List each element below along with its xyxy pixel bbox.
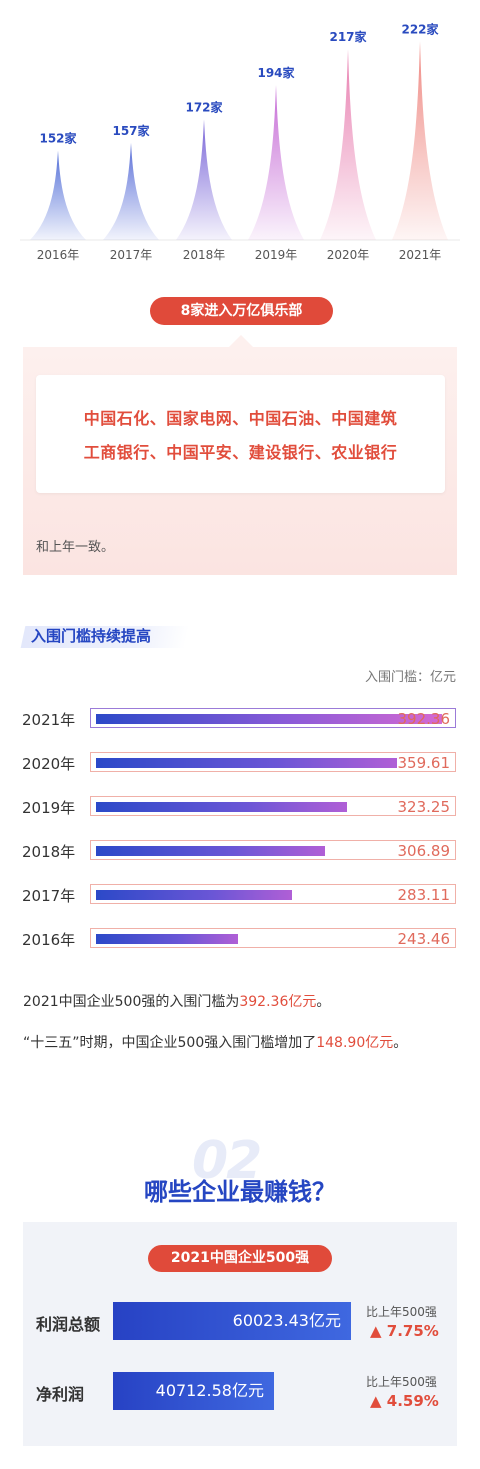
threshold-year-label: 2020年: [22, 755, 76, 773]
threshold-bar: [96, 934, 238, 944]
spike-year-label: 2017年: [110, 248, 153, 262]
threshold-bar-frame: 323.25: [90, 796, 456, 816]
section-number: 02: [192, 1131, 262, 1191]
threshold-bar: [96, 890, 292, 900]
threshold-section-title: 入围门槛持续提高: [20, 622, 190, 648]
club-note: 和上年一致。: [36, 540, 115, 555]
spike-4: [320, 49, 376, 241]
threshold-value-label: 359.61: [397, 754, 451, 772]
threshold-value-label: 323.25: [397, 798, 451, 816]
company-count-spike-chart: 152家 2016年 157家 2017年 172家 2018年 194家 2019年 217家…: [20, 21, 460, 262]
threshold-bar-frame: 306.89: [90, 840, 456, 860]
threshold-bar: [96, 714, 442, 724]
threshold-bar-frame: 359.61: [90, 752, 456, 772]
profit-category-label: 利润总额: [36, 1315, 101, 1334]
threshold-value-label: 283.11: [397, 886, 451, 904]
spike-3: [248, 85, 304, 240]
profit-value-label: 40712.58亿元: [155, 1381, 264, 1400]
threshold-summary-2: “十三五”时期，中国企业500强入围门槛增加了148.90亿元。: [23, 1035, 408, 1051]
profit-value-label: 60023.43亿元: [232, 1311, 341, 1330]
spike-year-label: 2021年: [399, 248, 442, 262]
trillion-club-card: 中国石化、国家电网、中国石油、中国建筑 工商银行、中国平安、建设银行、农业银行: [36, 375, 445, 493]
spike-value-label: 222家: [401, 21, 439, 36]
profit-bar: 60023.43亿元: [113, 1302, 351, 1340]
threshold-bar-frame: 283.11: [90, 884, 456, 904]
spike-year-label: 2019年: [255, 248, 298, 262]
threshold-row: 2017年 283.11: [22, 884, 458, 906]
spike-5: [392, 41, 448, 241]
threshold-summary-1: 2021中国企业500强的入围门槛为392.36亿元。: [23, 994, 331, 1010]
threshold-year-label: 2021年: [22, 711, 76, 729]
profit-change-label: ▲ 7.75%: [370, 1322, 439, 1340]
spike-year-label: 2020年: [327, 248, 370, 262]
spike-value-label: 152家: [39, 131, 77, 146]
spike-0: [30, 150, 86, 240]
club-pointer: [229, 335, 253, 347]
spike-value-label: 172家: [185, 99, 223, 114]
profit-category-label: 净利润: [36, 1385, 85, 1404]
section-question-title: 哪些企业最赚钱？: [144, 1178, 336, 1206]
threshold-title-text: 入围门槛持续提高: [31, 627, 152, 645]
threshold-year-label: 2018年: [22, 843, 76, 861]
threshold-row: 2021年 392.36: [22, 708, 458, 730]
threshold-bar: [96, 802, 347, 812]
profit-comparison-label: 比上年500强: [366, 1375, 437, 1389]
profit-badge: 2021中国企业500强: [148, 1245, 332, 1272]
profit-bar: 40712.58亿元: [113, 1372, 274, 1410]
threshold-row: 2018年 306.89: [22, 840, 458, 862]
threshold-value-label: 243.46: [397, 930, 451, 948]
threshold-year-label: 2016年: [22, 931, 76, 949]
threshold-bar-frame: 392.36: [90, 708, 456, 728]
spike-year-label: 2018年: [183, 248, 226, 262]
threshold-bar: [96, 758, 397, 768]
spike-value-label: 194家: [257, 65, 295, 80]
trillion-club-badge: 8家进入万亿俱乐部: [150, 297, 333, 325]
spike-2: [176, 119, 232, 240]
spike-value-label: 157家: [112, 123, 150, 138]
profit-change-label: ▲ 4.59%: [370, 1392, 439, 1410]
spike-year-label: 2016年: [37, 248, 80, 262]
threshold-row: 2016年 243.46: [22, 928, 458, 950]
club-members-line-2: 工商银行、中国平安、建设银行、农业银行: [83, 443, 398, 462]
club-members-line-1: 中国石化、国家电网、中国石油、中国建筑: [83, 409, 398, 428]
threshold-row: 2019年 323.25: [22, 796, 458, 818]
spike-value-label: 217家: [329, 29, 367, 44]
threshold-row: 2020年 359.61: [22, 752, 458, 774]
threshold-value-label: 306.89: [397, 842, 451, 860]
spike-1: [103, 142, 159, 240]
threshold-value-label: 392.36: [397, 710, 451, 728]
profit-comparison-label: 比上年500强: [366, 1305, 437, 1319]
threshold-unit-label: 入围门槛：亿元: [364, 670, 456, 685]
threshold-year-label: 2019年: [22, 799, 76, 817]
threshold-bar-frame: 243.46: [90, 928, 456, 948]
threshold-bar: [96, 846, 325, 856]
threshold-year-label: 2017年: [22, 887, 76, 905]
